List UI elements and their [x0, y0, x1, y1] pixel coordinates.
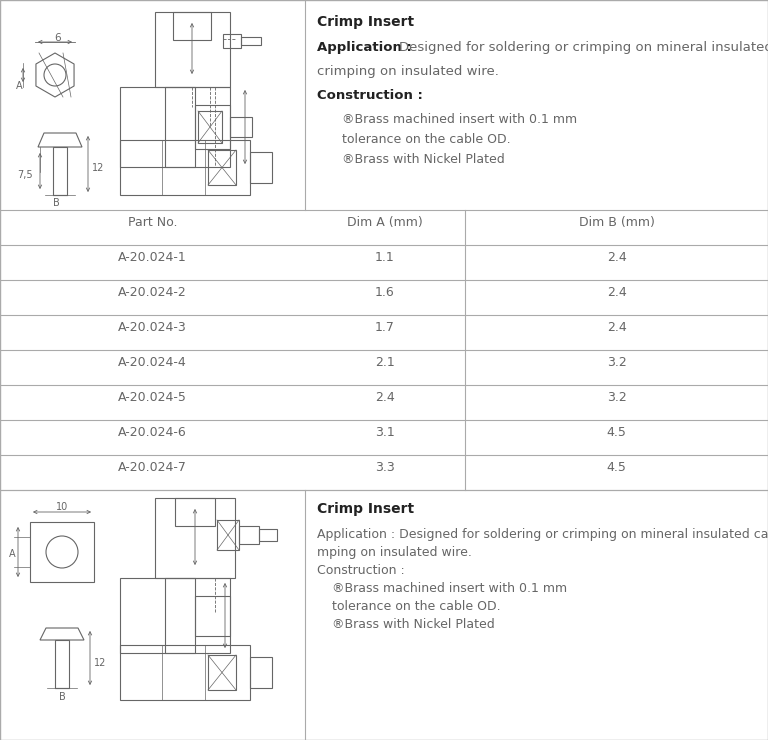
Text: 10: 10 — [56, 502, 68, 512]
Text: A-20.024-6: A-20.024-6 — [118, 426, 187, 439]
Text: Dim B (mm): Dim B (mm) — [578, 216, 654, 229]
Text: Designed for soldering or crimping on mineral insulated cable or: Designed for soldering or crimping on mi… — [399, 41, 768, 54]
Bar — [155, 12, 230, 87]
Bar — [223, 34, 241, 48]
Text: A-20.024-3: A-20.024-3 — [118, 321, 187, 334]
Text: 2.4: 2.4 — [375, 391, 395, 404]
Text: Crimp Insert: Crimp Insert — [317, 15, 414, 29]
Text: Crimp Insert: Crimp Insert — [317, 502, 414, 516]
Text: 2.4: 2.4 — [607, 286, 627, 299]
Text: Application :: Application : — [317, 41, 412, 54]
Text: Construction :: Construction : — [317, 564, 405, 577]
Text: A: A — [15, 81, 22, 91]
Text: crimping on insulated wire.: crimping on insulated wire. — [317, 65, 499, 78]
Bar — [120, 87, 230, 167]
Text: B: B — [58, 692, 65, 702]
Text: tolerance on the cable OD.: tolerance on the cable OD. — [342, 133, 511, 146]
Text: 2.4: 2.4 — [607, 251, 627, 264]
Bar — [120, 645, 250, 700]
Text: A-20.024-2: A-20.024-2 — [118, 286, 187, 299]
Text: 4.5: 4.5 — [607, 461, 627, 474]
Bar — [208, 150, 236, 185]
Bar — [165, 578, 195, 653]
Text: Application : Designed for soldering or crimping on mineral insulated cable or c: Application : Designed for soldering or … — [317, 528, 768, 541]
Text: 2.1: 2.1 — [375, 356, 395, 369]
Text: A-20.024-7: A-20.024-7 — [118, 461, 187, 474]
Text: tolerance on the cable OD.: tolerance on the cable OD. — [332, 600, 501, 613]
Text: 3.1: 3.1 — [375, 426, 395, 439]
Bar — [53, 147, 67, 195]
Bar — [120, 140, 250, 195]
Text: 3.2: 3.2 — [607, 356, 627, 369]
Bar — [250, 152, 272, 183]
Bar — [241, 37, 261, 45]
Text: 12: 12 — [94, 658, 107, 668]
Text: 6: 6 — [55, 33, 61, 43]
Text: A-20.024-5: A-20.024-5 — [118, 391, 187, 404]
Bar — [30, 522, 94, 582]
Bar — [208, 655, 236, 690]
Text: ®Brass with Nickel Plated: ®Brass with Nickel Plated — [332, 618, 495, 631]
Bar — [259, 529, 277, 541]
Text: Construction :: Construction : — [317, 89, 423, 102]
Text: A: A — [8, 549, 15, 559]
Text: A-20.024-1: A-20.024-1 — [118, 251, 187, 264]
Bar — [155, 498, 235, 578]
Bar — [250, 657, 272, 688]
Text: 4.5: 4.5 — [607, 426, 627, 439]
Text: 1.7: 1.7 — [375, 321, 395, 334]
Bar — [198, 111, 222, 143]
Bar — [165, 87, 195, 167]
Text: Dim A (mm): Dim A (mm) — [347, 216, 423, 229]
Text: 12: 12 — [92, 163, 104, 173]
Text: 2.4: 2.4 — [607, 321, 627, 334]
Text: 1.1: 1.1 — [375, 251, 395, 264]
Text: ®Brass with Nickel Plated: ®Brass with Nickel Plated — [342, 153, 505, 166]
Text: ®Brass machined insert with 0.1 mm: ®Brass machined insert with 0.1 mm — [332, 582, 567, 595]
Text: 7,5: 7,5 — [17, 170, 33, 180]
Text: 3.3: 3.3 — [375, 461, 395, 474]
Bar — [230, 117, 252, 137]
Text: Part No.: Part No. — [127, 216, 177, 229]
Bar — [175, 498, 215, 526]
Bar — [217, 520, 239, 550]
Bar — [195, 596, 230, 636]
Text: 3.2: 3.2 — [607, 391, 627, 404]
Bar — [173, 12, 211, 40]
Text: 1.6: 1.6 — [375, 286, 395, 299]
Text: B: B — [53, 198, 59, 208]
Bar — [195, 105, 230, 149]
Text: mping on insulated wire.: mping on insulated wire. — [317, 546, 472, 559]
Text: A-20.024-4: A-20.024-4 — [118, 356, 187, 369]
Bar — [120, 578, 230, 653]
Bar — [55, 640, 69, 688]
Bar — [239, 526, 259, 544]
Text: ®Brass machined insert with 0.1 mm: ®Brass machined insert with 0.1 mm — [342, 113, 577, 126]
